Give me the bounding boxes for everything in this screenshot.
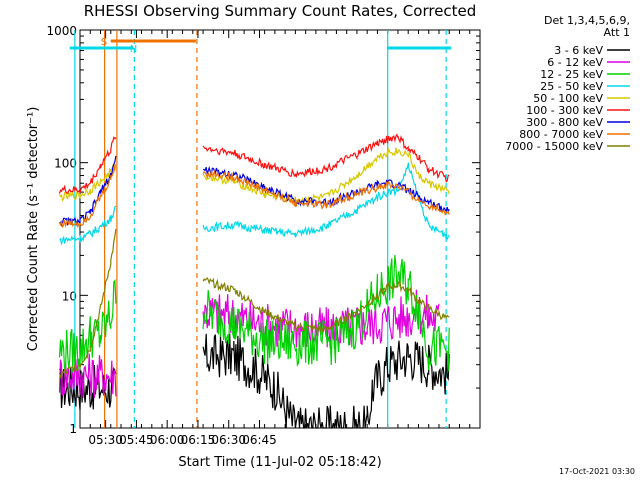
x-tick-label: 06:00 (150, 433, 185, 447)
y-axis: 1 10 100 1000 (46, 24, 480, 436)
plot-frame (79, 29, 481, 429)
x-axis-label: Start Time (11-Jul-02 05:18:42) (178, 455, 381, 470)
y-tick-label: 100 (54, 157, 77, 171)
series-line-3-6--seg0 (59, 364, 117, 410)
x-tick-label: 06:45 (242, 433, 277, 447)
legend-label: 12 - 25 keV (540, 68, 603, 81)
series-line-100-300--seg0 (58, 136, 117, 194)
flag-label-N: N (130, 44, 137, 55)
series-line-50-100--seg0 (58, 163, 117, 202)
x-tick-label: 05:45 (119, 433, 154, 447)
series-line-25-50--seg0 (59, 205, 117, 246)
series-lines (58, 133, 450, 429)
series-line-12-25--seg1 (202, 254, 450, 372)
legend-label: 50 - 100 keV (533, 92, 603, 105)
x-tick-label: 06:15 (181, 433, 216, 447)
legend-label: 7000 - 15000 keV (505, 140, 603, 153)
series-line-100-300--seg1 (202, 133, 450, 183)
x-tick-label: 06:30 (211, 433, 246, 447)
series-line-25-50--seg1 (202, 162, 450, 241)
legend-label: 6 - 12 keV (547, 56, 603, 69)
legend-header-line1: Det 1,3,4,5,6,9, (544, 14, 630, 27)
y-tick-label: 10 (62, 289, 77, 303)
state-flags: SN (69, 37, 452, 55)
series-line-3-6--seg1 (202, 333, 450, 429)
y-tick-label: 1 (69, 422, 77, 436)
flag-label-S: S (101, 37, 107, 48)
legend-label: 3 - 6 keV (554, 44, 603, 57)
legend-header-line2: Att 1 (604, 26, 630, 39)
x-tick-label: 05:30 (88, 433, 123, 447)
series-line-800-7000--seg1 (202, 169, 450, 216)
y-tick-label: 1000 (46, 24, 77, 38)
legend-label: 100 - 300 keV (526, 104, 603, 117)
series-line-50-100--seg1 (202, 147, 450, 205)
legend-label: 300 - 800 keV (526, 116, 603, 129)
legend-label: 800 - 7000 keV (519, 128, 603, 141)
series-line-12-25--seg0 (58, 278, 117, 373)
legend-label: 25 - 50 keV (540, 80, 603, 93)
plot-area (79, 29, 481, 429)
chart-title: RHESSI Observing Summary Count Rates, Co… (84, 2, 477, 20)
y-axis-label: Corrected Count Rate (s⁻¹ detector⁻¹) (26, 107, 41, 352)
series-line-7000-15000--seg1 (202, 277, 450, 334)
footer-date: 17-Oct-2021 03:30 (559, 467, 635, 476)
series-line-7000-15000--seg0 (58, 228, 117, 379)
series-line-800-7000--seg0 (58, 164, 117, 229)
series-line-6-12--seg0 (58, 353, 117, 399)
